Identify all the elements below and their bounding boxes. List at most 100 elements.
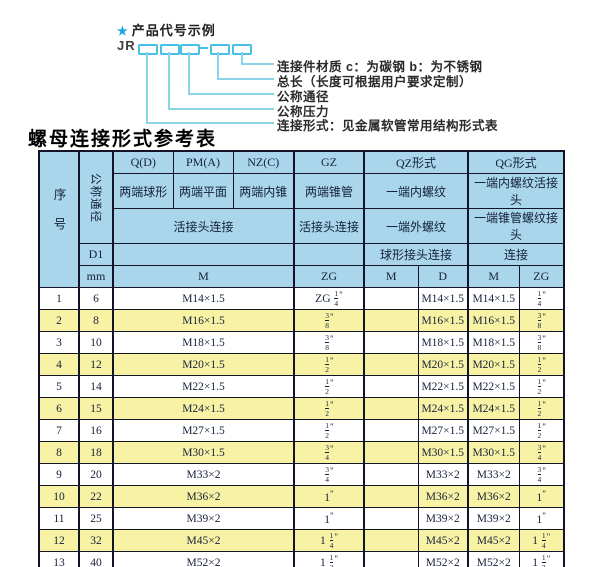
code-prefix: JR [117,38,136,53]
cell-qg-zg: 1 12" [518,551,565,567]
cell-gz: 3 4 " [293,463,365,486]
header-nz: NZ(C) [232,150,295,174]
cell-qg-m: M33×2 [467,463,520,486]
header-qg-type1: 一端内螺纹活接头 [467,173,565,209]
cell-seq: 5 [38,375,80,398]
cell-qz-d: M27×1.5 [417,419,469,442]
table-row: 12 32 M45×2 1 1 4 " M45×2 M45×2 1 1 4 " [38,529,565,552]
cell-qg-zg: 1 4 " [518,287,565,310]
cell-gz: 1 2 " [293,375,365,398]
connector-line-4 [217,52,274,80]
header-m: M [112,265,295,288]
cell-m: M36×2 [112,485,295,508]
cell-seq: 10 [38,485,80,508]
label-nominal-pressure: 公称压力 [277,105,330,119]
cell-qg-zg: 3 8 " [518,331,565,354]
cell-qz-m [363,353,419,376]
cell-m: M16×1.5 [112,309,295,332]
cell-m: M14×1.5 [112,287,295,310]
cell-qg-zg: 3 4 " [518,441,565,464]
header-seq: 序号 [38,150,80,288]
header-union-connection: 活接头连接 [112,208,295,244]
label-nominal-diameter: 公称通径 [277,90,330,104]
cell-qz-d: M22×1.5 [417,375,469,398]
table-body: 1 6 M14×1.5 ZG 1 4 " M14×1.5 M14×1.5 1 4 " 2… [38,287,565,567]
cell-qg-m: M52×2 [467,551,520,567]
cell-qg-zg: 1 2 " [518,419,565,442]
cell-qg-m: M30×1.5 [467,441,520,464]
table-row: 10 22 M36×2 1" M36×2 M36×2 1" [38,485,565,508]
cell-qz-d: M45×2 [417,529,469,552]
cell-gz: 1 2 " [293,419,365,442]
cell-qz-m [363,507,419,530]
cell-qz-m [363,287,419,310]
header-dn: 公称通径 [78,150,114,244]
header-gz: GZ [293,150,365,174]
cell-seq: 6 [38,397,80,420]
header-qz-m: M [363,265,419,288]
header-q: Q(D) [112,150,174,174]
cell-dn: 8 [78,309,114,332]
cell-dn: 6 [78,287,114,310]
cell-dn: 32 [78,529,114,552]
cell-seq: 4 [38,353,80,376]
cell-qz-m [363,463,419,486]
cell-m: M45×2 [112,529,295,552]
label-material: 连接件材质 c：为碳钢 b：为不锈钢 [277,60,483,74]
header-qz: QZ形式 [363,150,469,174]
cell-seq: 8 [38,441,80,464]
cell-dn: 15 [78,397,114,420]
diagram-heading: ★ 产品代号示例 [117,20,216,39]
header-pm-type: 两端平面 [172,173,234,209]
header-qg-zg: ZG [518,265,565,288]
cell-qg-zg: 3 8 " [518,309,565,332]
table-row: 5 14 M22×1.5 1 2 " M22×1.5 M22×1.5 1 2 " [38,375,565,398]
header-mm: mm [78,265,114,288]
header-qz-d: D [417,265,469,288]
cell-gz: 3 8 " [293,331,365,354]
header-qg-type2: 一端锥管螺纹接头 [467,208,565,244]
cell-qg-zg: 1" [518,507,565,530]
cell-dn: 40 [78,551,114,567]
cell-m: M18×1.5 [112,331,295,354]
cell-qg-zg: 1 1 4 " [518,529,565,552]
cell-qz-d: M33×2 [417,463,469,486]
cell-m: M24×1.5 [112,397,295,420]
cell-m: M30×1.5 [112,441,295,464]
cell-dn: 14 [78,375,114,398]
table-row: 4 12 M20×1.5 1 2 " M20×1.5 M20×1.5 1 2 " [38,353,565,376]
cell-qz-d: M14×1.5 [417,287,469,310]
diagram-heading-text: 产品代号示例 [131,23,216,38]
cell-qg-m: M24×1.5 [467,397,520,420]
cell-qz-m [363,375,419,398]
cell-qg-m: M27×1.5 [467,419,520,442]
header-empty-1 [112,243,295,266]
header-qz-connection: 球形接头连接 [363,243,469,266]
cell-m: M52×2 [112,551,295,567]
table-row: 3 10 M18×1.5 3 8 " M18×1.5 M18×1.5 3 8 " [38,331,565,354]
connector-line-1 [146,52,274,124]
cell-dn: 12 [78,353,114,376]
code-box-3 [180,44,200,55]
code-dash [199,47,208,49]
product-code-diagram: ★ 产品代号示例 JR 连接件材质 c：为碳钢 b：为不锈钢 总长（长度可根据用户… [0,0,600,133]
code-box-1 [138,44,158,55]
cell-gz: ZG 1 4 " [293,287,365,310]
code-box-2 [160,44,180,55]
cell-gz: 1 1 4 " [293,529,365,552]
cell-seq: 2 [38,309,80,332]
cell-qz-d: M52×2 [417,551,469,567]
cell-qz-m [363,551,419,567]
cell-gz: 1" [293,507,365,530]
cell-gz: 1 12" [293,551,365,567]
table-header: 序号 公称通径 Q(D) PM(A) NZ(C) GZ QZ形式 QG形式 两端… [38,150,565,288]
header-gz-connection: 活接头连接 [293,208,365,244]
cell-qz-d: M18×1.5 [417,331,469,354]
label-connection-form: 连接形式：见金属软管常用结构形式表 [277,119,499,133]
header-qg-m: M [467,265,520,288]
cell-qg-zg: 1 2 " [518,353,565,376]
cell-qg-zg: 1 2 " [518,397,565,420]
cell-seq: 13 [38,551,80,567]
cell-qz-m [363,331,419,354]
cell-qg-m: M45×2 [467,529,520,552]
